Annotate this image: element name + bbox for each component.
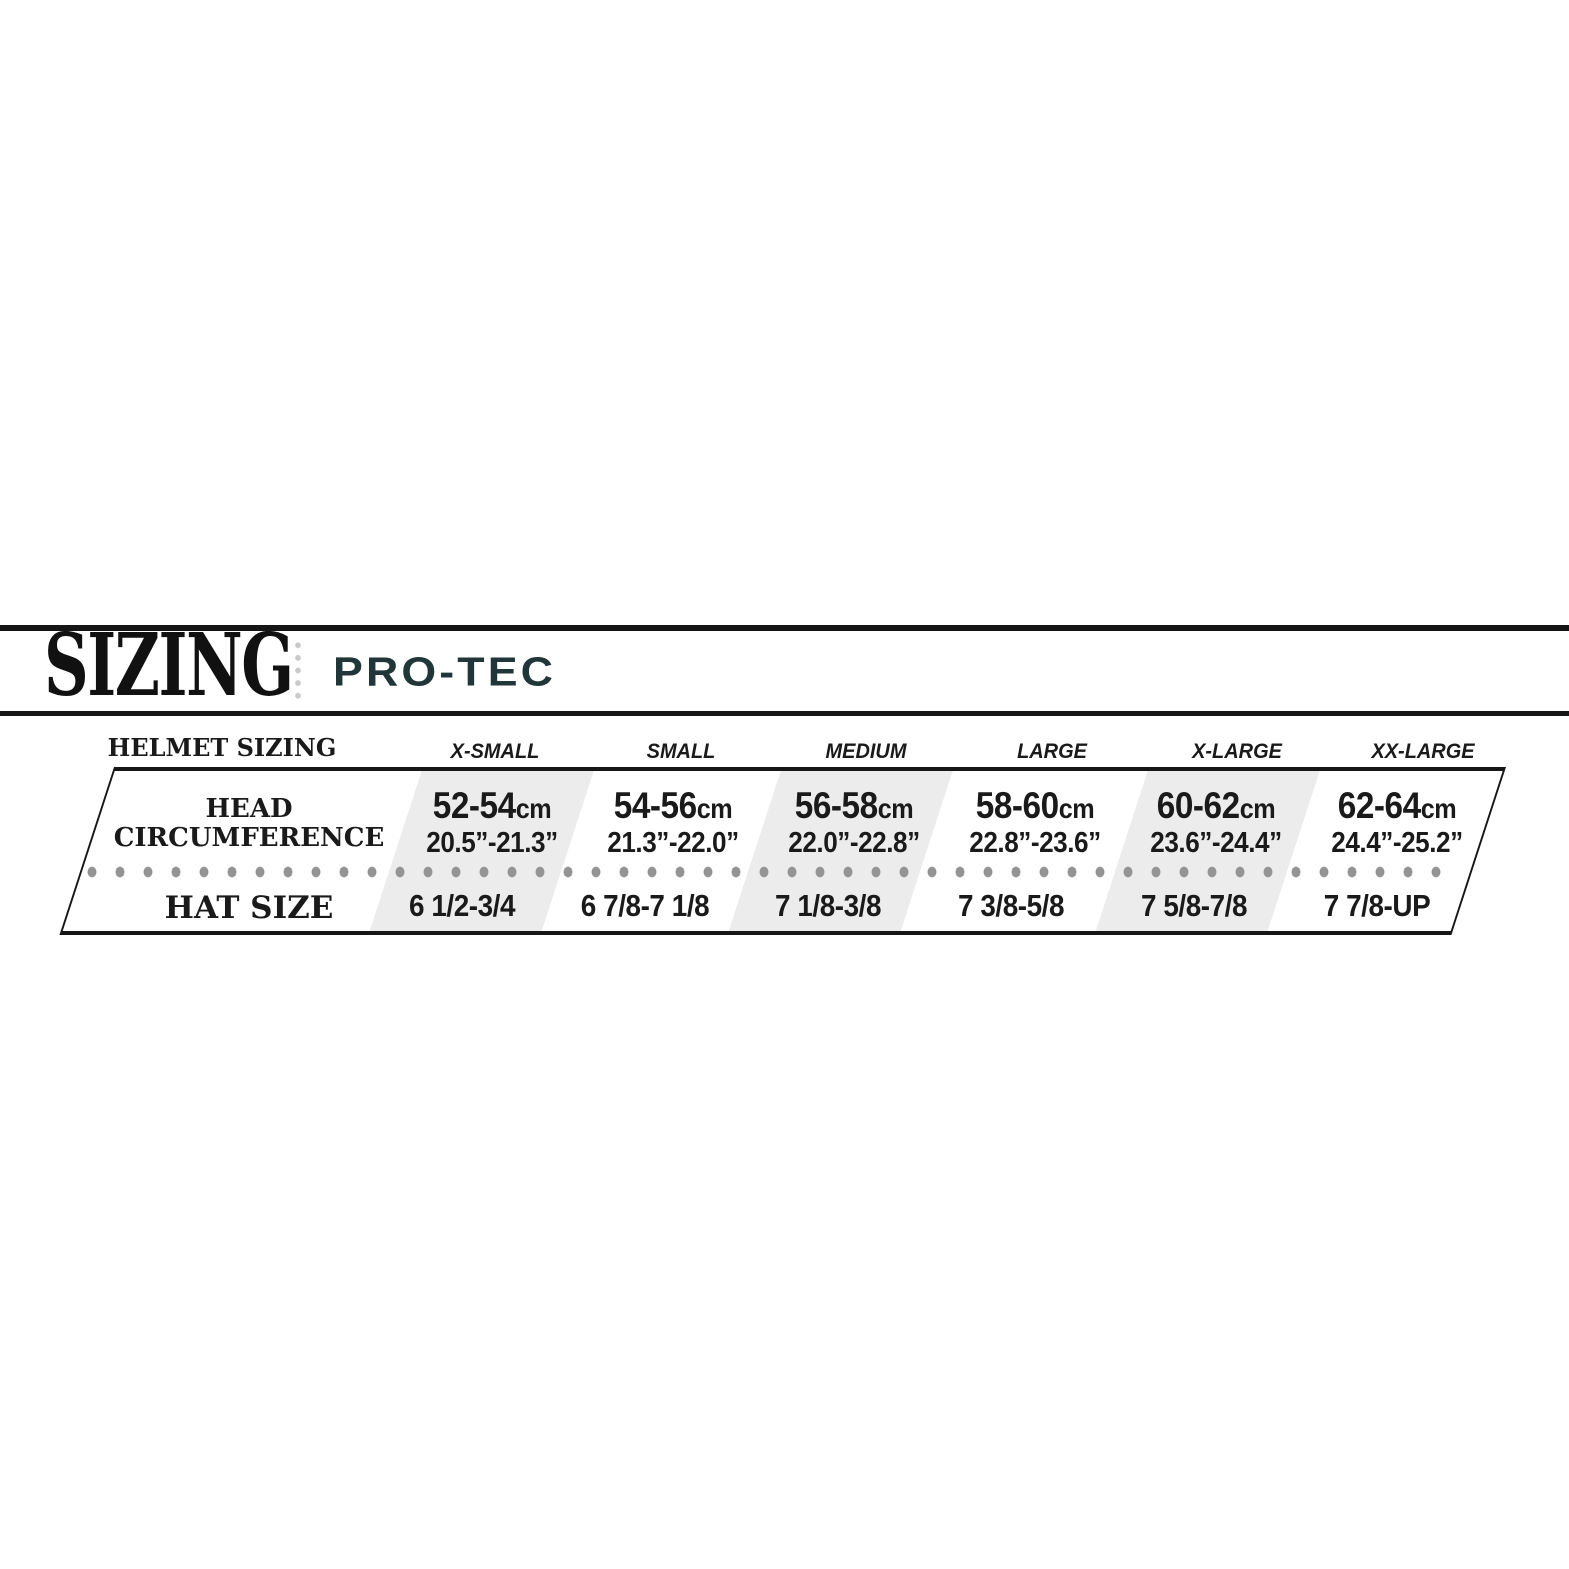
inch-value: 24.4”-25.2” xyxy=(1331,827,1463,859)
inch-value: 22.8”-23.6” xyxy=(969,827,1101,859)
row-label-hat-size: HAT SIZE xyxy=(164,890,334,926)
cm-range: 52-54 xyxy=(432,785,516,826)
cm-range: 60-62 xyxy=(1156,785,1240,826)
hat-size-value: 6 7/8-7 1/8 xyxy=(580,888,710,923)
cm-value: 52-54cm xyxy=(393,787,591,824)
dotted-divider-icon xyxy=(294,639,302,702)
inch-value: 20.5”-21.3” xyxy=(426,827,558,859)
cm-range: 56-58 xyxy=(794,785,878,826)
table-title: HELMET SIZING xyxy=(107,733,337,762)
column-header-small: SMALL xyxy=(646,740,716,763)
cm-value: 58-60cm xyxy=(936,787,1134,824)
cm-unit: cm xyxy=(1239,793,1276,824)
cm-unit: cm xyxy=(1058,793,1095,824)
column-header-medium: MEDIUM xyxy=(825,740,907,763)
dotted-separator xyxy=(78,866,1450,878)
cm-range: 62-64 xyxy=(1337,785,1421,826)
column-header-x-large: X-LARGE xyxy=(1192,740,1282,763)
cm-unit: cm xyxy=(515,793,552,824)
inch-value: 21.3”-22.0” xyxy=(607,827,739,859)
cm-value: 56-58cm xyxy=(755,787,953,824)
page-title: SIZING xyxy=(44,615,294,716)
cm-range: 54-56 xyxy=(613,785,697,826)
hat-size-value: 7 5/8-7/8 xyxy=(1140,888,1248,923)
row-label-circumference: CIRCUMFERENCE xyxy=(113,823,385,853)
hat-size-value: 6 1/2-3/4 xyxy=(408,888,516,923)
protec-logo: PRO-TEC xyxy=(333,649,557,695)
cm-value: 60-62cm xyxy=(1117,787,1315,824)
cm-unit: cm xyxy=(696,793,733,824)
column-header-large: LARGE xyxy=(1017,740,1087,763)
cm-value: 62-64cm xyxy=(1298,787,1496,824)
hat-size-value: 7 7/8-UP xyxy=(1323,888,1431,923)
hat-size-value: 7 1/8-3/8 xyxy=(774,888,882,923)
bottom-rule xyxy=(0,711,1569,716)
inch-value: 22.0”-22.8” xyxy=(788,827,920,859)
cm-range: 58-60 xyxy=(975,785,1059,826)
cm-value: 54-56cm xyxy=(574,787,772,824)
column-header-x-small: X-SMALL xyxy=(450,740,540,763)
hat-size-value: 7 3/8-5/8 xyxy=(957,888,1065,923)
cm-unit: cm xyxy=(1420,793,1457,824)
top-rule xyxy=(0,625,1569,631)
inch-value: 23.6”-24.4” xyxy=(1150,827,1282,859)
column-header-xx-large: XX-LARGE xyxy=(1371,740,1475,763)
cm-unit: cm xyxy=(877,793,914,824)
row-label-head: HEAD xyxy=(205,794,293,824)
